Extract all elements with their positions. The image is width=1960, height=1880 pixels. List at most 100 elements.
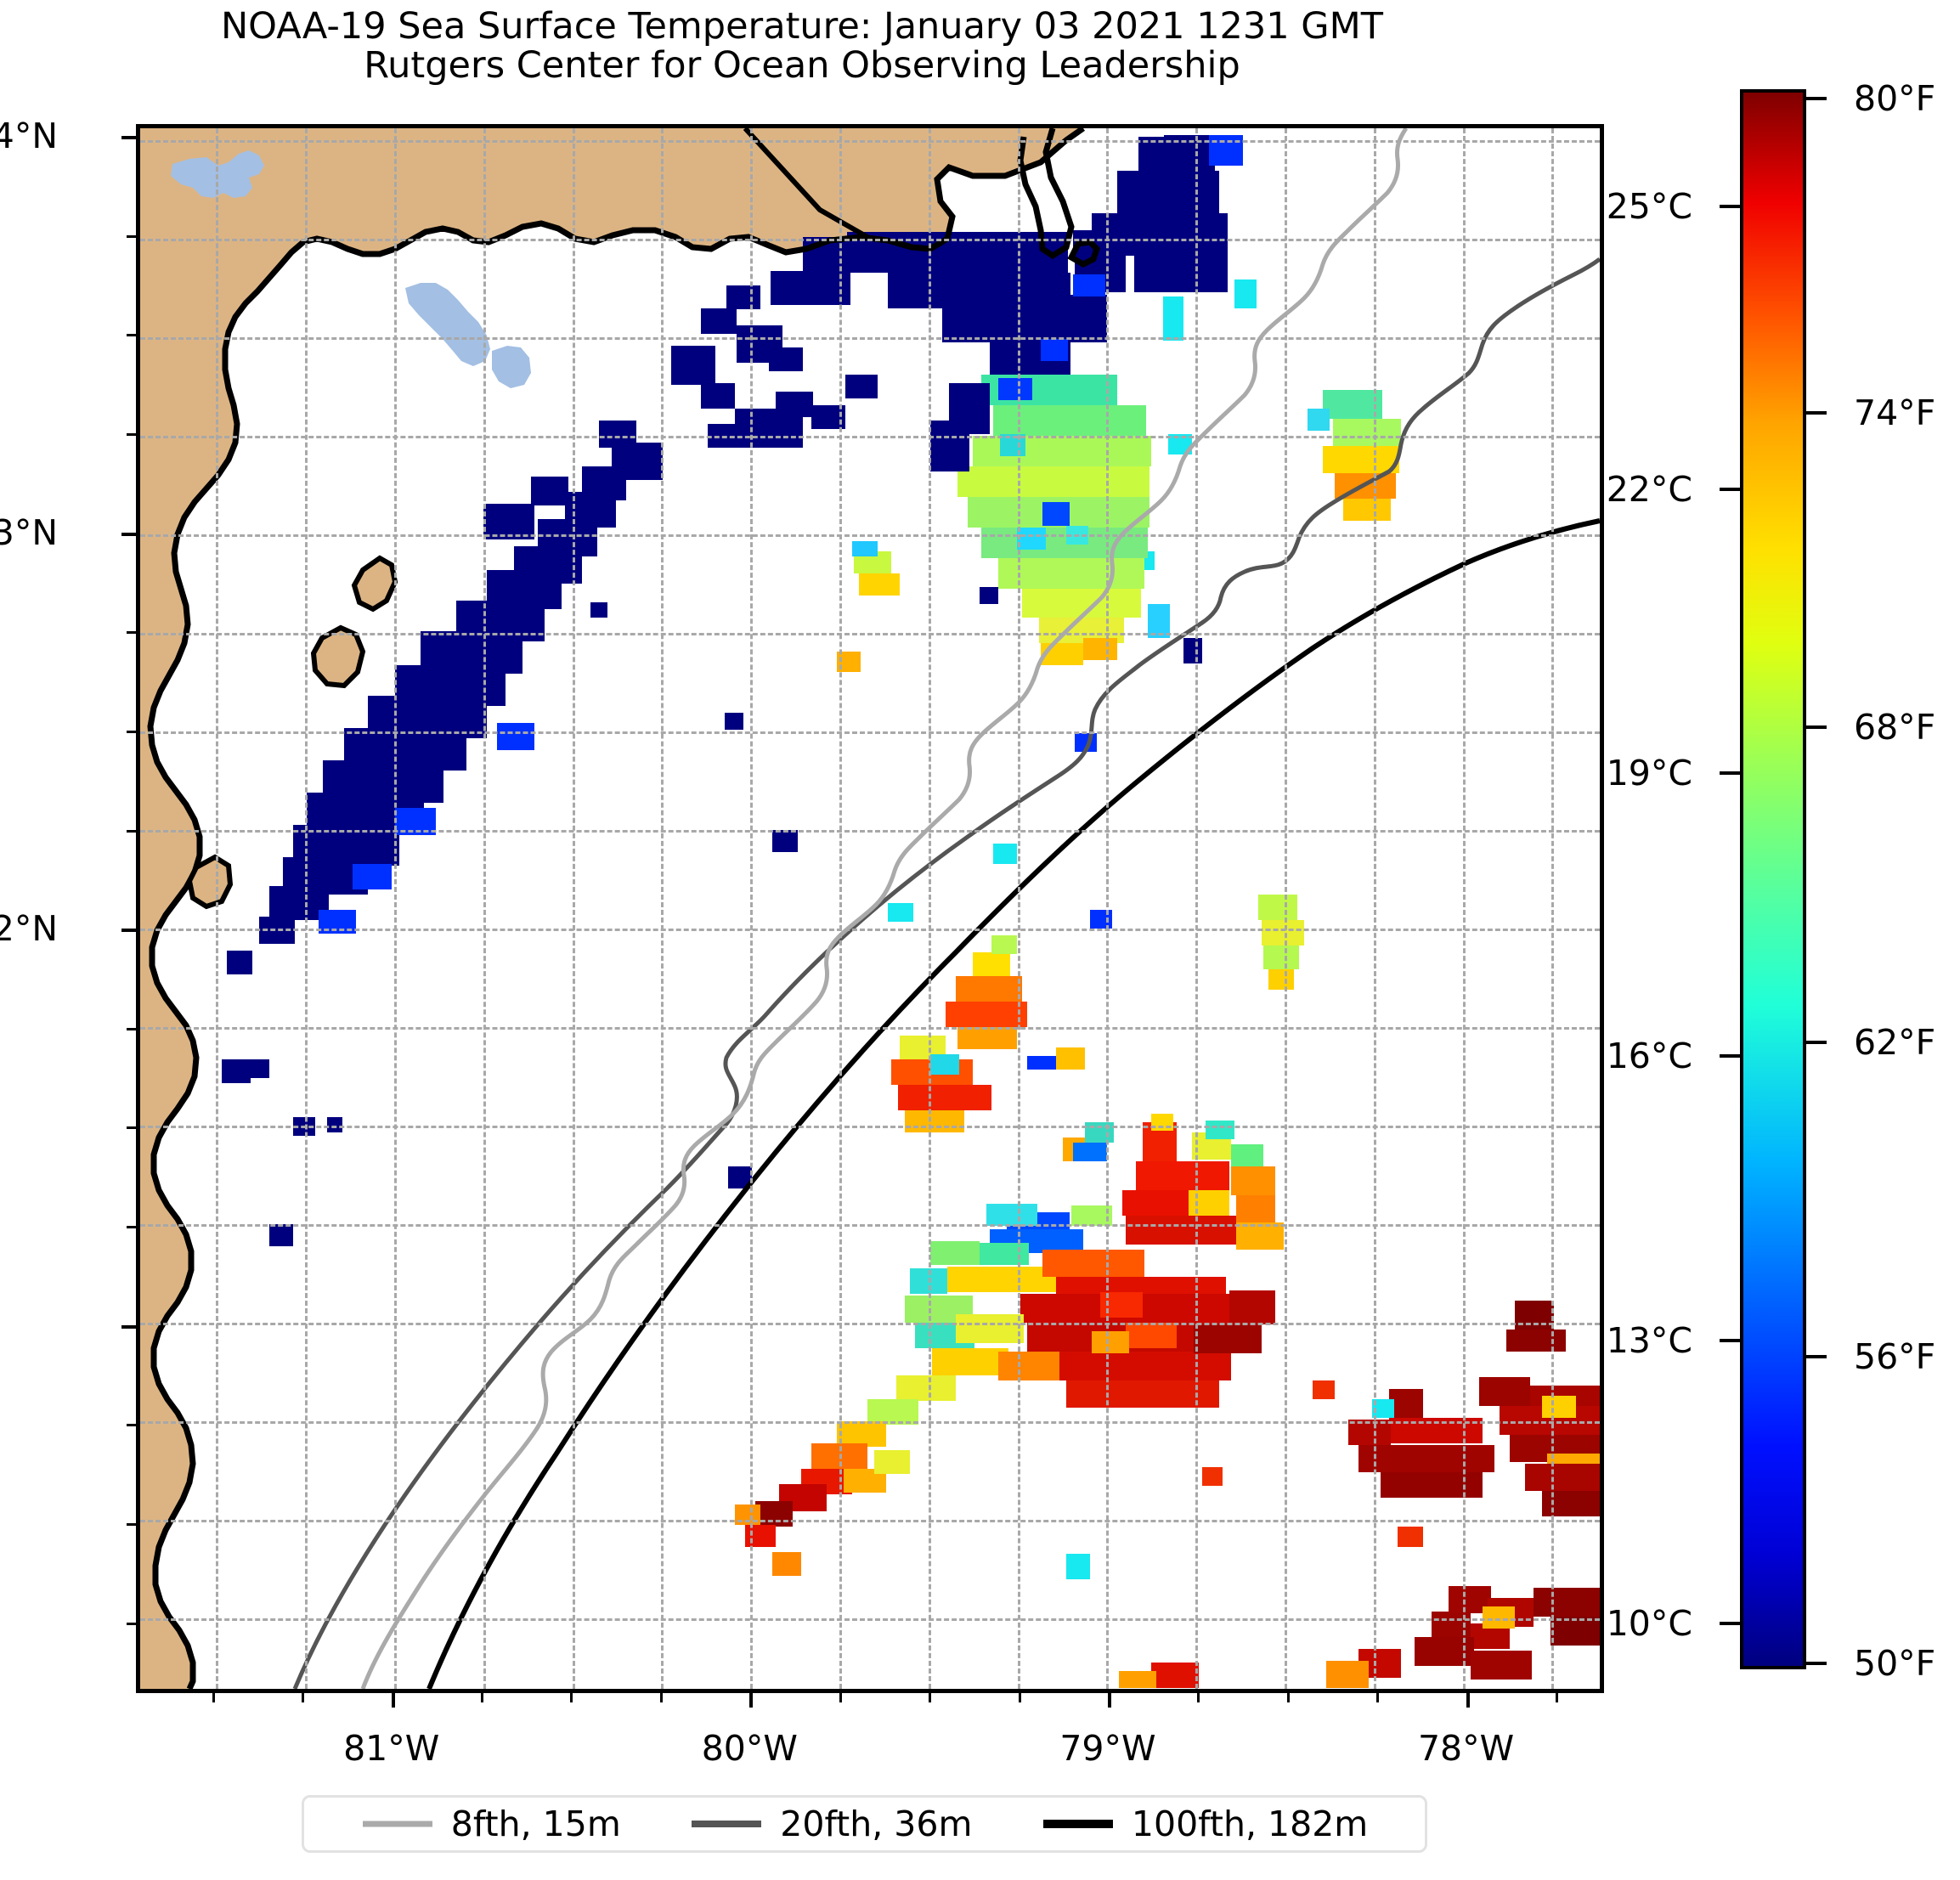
lat-tick-major bbox=[121, 1324, 136, 1329]
colorbar-tick-f bbox=[1806, 97, 1827, 101]
lon-tick-minor bbox=[212, 1693, 215, 1702]
lat-tick-minor bbox=[127, 631, 136, 635]
lon-tick-minor bbox=[1286, 1693, 1290, 1702]
lon-tick-minor bbox=[570, 1693, 573, 1702]
bathymetry-20fth-contour bbox=[292, 257, 1600, 1689]
lon-tick-major bbox=[749, 1693, 754, 1708]
lat-tick-minor bbox=[127, 1226, 136, 1229]
chart-title-secondary: Rutgers Center for Ocean Observing Leade… bbox=[364, 44, 1240, 88]
longitude-tick-group bbox=[136, 1693, 1604, 1727]
lon-label-81w: 81°W bbox=[343, 1728, 440, 1769]
sst-map-plot[interactable] bbox=[136, 124, 1604, 1693]
lon-tick-major bbox=[1466, 1693, 1470, 1708]
lon-tick-minor bbox=[929, 1693, 932, 1702]
lon-tick-minor bbox=[1555, 1693, 1558, 1702]
lat-label-32n: 32°N bbox=[0, 908, 58, 950]
map-canvas bbox=[140, 128, 1600, 1689]
colorbar-label-50f: 50°F bbox=[1854, 1642, 1936, 1684]
chart-title-block: NOAA-19 Sea Surface Temperature: January… bbox=[0, 7, 1604, 86]
sst-gulf-stream-core bbox=[735, 1114, 1284, 1576]
colorbar-tick-c bbox=[1720, 487, 1740, 491]
colorbar-tick-f bbox=[1806, 725, 1827, 730]
longitude-label-group: 81°W 80°W 79°W 78°W bbox=[136, 1706, 1604, 1769]
colorbar-label-74f: 74°F bbox=[1854, 392, 1936, 434]
lon-tick-major bbox=[391, 1693, 395, 1708]
lat-tick-minor bbox=[127, 829, 136, 833]
colorbar-tick-f bbox=[1806, 411, 1827, 415]
colorbar-tick-c bbox=[1720, 1339, 1740, 1343]
legend-line-8fth-icon bbox=[362, 1821, 432, 1827]
lon-tick-minor bbox=[839, 1693, 842, 1702]
coastline bbox=[147, 128, 1086, 1689]
lat-tick-minor bbox=[127, 1027, 136, 1030]
latitude-label-group: 34°N 33°N 32°N bbox=[0, 116, 102, 1693]
lat-tick-minor bbox=[127, 730, 136, 733]
sst-small-patch-a bbox=[852, 541, 900, 596]
legend-line-100fth-icon bbox=[1042, 1820, 1113, 1828]
lake-moultrie bbox=[405, 283, 490, 366]
lon-tick-minor bbox=[481, 1693, 484, 1702]
legend-label-8fth: 8fth, 15m bbox=[450, 1804, 621, 1844]
colorbar-tick-c bbox=[1720, 1622, 1740, 1626]
legend-line-20fth-icon bbox=[692, 1821, 762, 1827]
coastline-detail bbox=[1017, 128, 1101, 268]
colorbar-label-62f: 62°F bbox=[1854, 1021, 1936, 1063]
sst-patch-east-mid bbox=[1258, 895, 1304, 990]
lon-label-78w: 78°W bbox=[1417, 1728, 1515, 1769]
sst-cold-patches bbox=[222, 135, 1228, 1246]
colorbar-label-25c: 25°C bbox=[1606, 185, 1692, 227]
colorbar-label-16c: 16°C bbox=[1606, 1036, 1692, 1077]
lat-label-34n: 34°N bbox=[0, 116, 58, 157]
lat-tick-major bbox=[121, 136, 136, 140]
lon-label-79w: 79°W bbox=[1059, 1728, 1156, 1769]
colorbar-label-22c: 22°C bbox=[1606, 468, 1692, 510]
lat-tick-minor bbox=[127, 1622, 136, 1625]
legend-item-20fth[interactable]: 20fth, 36m bbox=[690, 1804, 972, 1844]
colorbar-label-68f: 68°F bbox=[1854, 707, 1936, 748]
lon-tick-minor bbox=[659, 1693, 663, 1702]
lat-tick-major bbox=[121, 929, 136, 933]
colorbar-tick-f bbox=[1806, 1354, 1827, 1358]
colorbar-tick-c bbox=[1720, 771, 1740, 776]
lon-tick-minor bbox=[302, 1693, 305, 1702]
legend-item-8fth[interactable]: 8fth, 15m bbox=[361, 1804, 621, 1844]
colorbar-tick-c bbox=[1720, 204, 1740, 208]
legend-label-100fth: 100fth, 182m bbox=[1131, 1804, 1369, 1844]
colorbar-label-80f: 80°F bbox=[1854, 78, 1936, 120]
bathymetry-8fth-contour bbox=[360, 128, 1409, 1689]
lat-tick-minor bbox=[127, 334, 136, 337]
lat-tick-minor bbox=[127, 1522, 136, 1526]
lat-tick-minor bbox=[127, 433, 136, 437]
lat-tick-minor bbox=[127, 234, 136, 238]
lon-tick-minor bbox=[1018, 1693, 1021, 1702]
lat-tick-major bbox=[121, 532, 136, 536]
lat-label-33n: 33°N bbox=[0, 511, 58, 553]
colorbar-tick-f bbox=[1806, 1040, 1827, 1044]
colorbar-tick-f bbox=[1806, 1661, 1827, 1665]
lat-tick-minor bbox=[127, 1424, 136, 1427]
colorbar-label-13c: 13°C bbox=[1606, 1320, 1692, 1362]
legend-label-20fth: 20fth, 36m bbox=[780, 1804, 973, 1844]
lake-small-south bbox=[492, 346, 531, 388]
colorbar-label-56f: 56°F bbox=[1854, 1335, 1936, 1377]
lon-label-80w: 80°W bbox=[701, 1728, 798, 1769]
colorbar-tick-c bbox=[1720, 1054, 1740, 1059]
sea-islands-detail bbox=[186, 555, 398, 910]
chart-title-primary: NOAA-19 Sea Surface Temperature: January… bbox=[221, 5, 1383, 48]
lon-tick-major bbox=[1107, 1693, 1111, 1708]
latitude-tick-group bbox=[102, 124, 136, 1693]
colorbar-gradient-strip bbox=[1740, 89, 1806, 1669]
bathymetry-legend[interactable]: 8fth, 15m 20fth, 36m 100fth, 182m bbox=[302, 1795, 1427, 1853]
state-border-line bbox=[743, 128, 869, 240]
colorbar-label-10c: 10°C bbox=[1606, 1603, 1692, 1645]
sst-data-layer bbox=[222, 135, 1600, 1688]
land-fill bbox=[140, 128, 1083, 1689]
temperature-colorbar[interactable]: 80°F 74°F 68°F 62°F 56°F 50°F 25°C 22°C … bbox=[1607, 78, 1936, 1683]
colorbar-label-19c: 19°C bbox=[1606, 753, 1692, 794]
sst-patch-d bbox=[891, 1036, 1085, 1132]
map-graphics bbox=[140, 128, 1600, 1689]
lat-tick-minor bbox=[127, 1126, 136, 1130]
lon-tick-minor bbox=[1376, 1693, 1380, 1702]
legend-item-100fth[interactable]: 100fth, 182m bbox=[1042, 1804, 1368, 1844]
lon-tick-minor bbox=[1197, 1693, 1200, 1702]
